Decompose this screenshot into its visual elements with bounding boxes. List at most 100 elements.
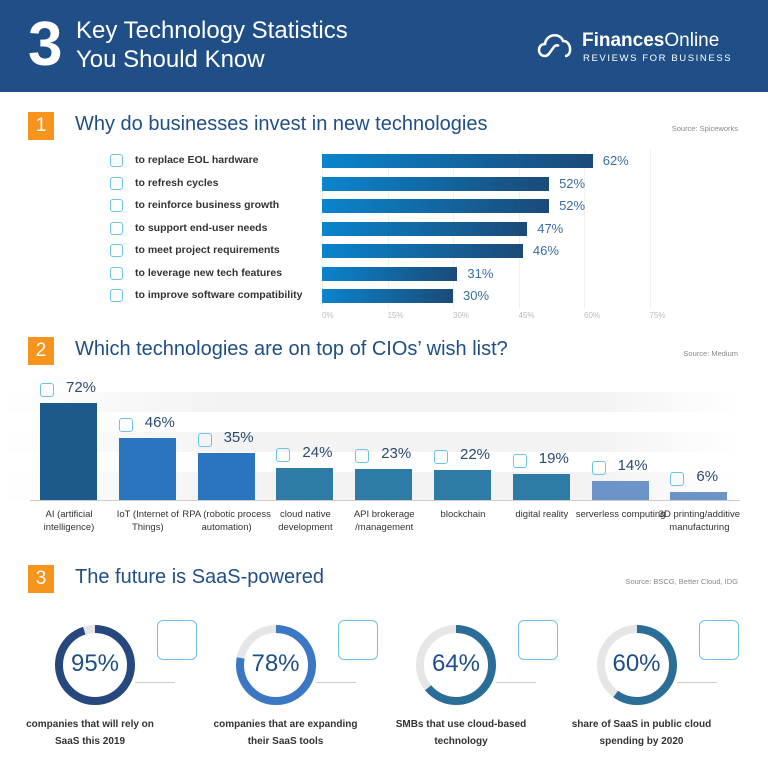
bar-value-label: 35% <box>223 428 254 446</box>
x-tick-label: 60% <box>584 311 601 320</box>
connector-line <box>315 682 356 683</box>
caption-line: spending by 2020 <box>599 736 684 747</box>
connector-line <box>496 682 536 683</box>
bar-category-label: to leverage new tech features <box>135 266 283 279</box>
bar-chart-icon <box>110 199 123 212</box>
section-3-source: Source: BSCG, Better Cloud, IDG <box>625 577 738 586</box>
bar <box>512 474 570 500</box>
bar-category-label: AI (artificial intelligence) <box>43 509 95 533</box>
bar-value-label: 52% <box>559 198 586 213</box>
bar-category-label: RPA (robotic process automation) <box>182 509 271 533</box>
donut-chart <box>596 625 677 705</box>
software-icon <box>110 289 123 302</box>
bar-category-label: to refresh cycles <box>135 176 219 189</box>
bar-value-label: 19% <box>538 450 569 468</box>
bar-value-label: 52% <box>559 175 586 191</box>
bar <box>591 481 649 500</box>
donut-value-label: 64% <box>431 650 481 677</box>
bar-category-label: to reinforce business growth <box>135 199 280 211</box>
iot-device-icon <box>118 417 133 432</box>
cloud-icon <box>276 447 291 462</box>
caption-line: companies that will rely on <box>26 719 154 730</box>
x-tick-label: 45% <box>518 311 535 320</box>
section-1-title: Why do businesses invest in new technolo… <box>75 113 488 135</box>
bar-category-label: 3D printing/additive manufacturing <box>658 509 741 533</box>
caption-line: their SaaS tools <box>247 736 324 747</box>
bar-category-label: to improve software compatibility <box>135 289 303 301</box>
donut-value-label: 60% <box>612 650 661 677</box>
api-icon <box>355 448 370 463</box>
bar <box>322 244 523 258</box>
caption-line: SaaS this 2019 <box>54 736 126 747</box>
section-2-source: Source: Medium <box>683 349 738 358</box>
bar-value-label: 14% <box>617 457 648 475</box>
connector-line <box>676 682 717 683</box>
section-3-title: The future is SaaS-powered <box>75 566 325 588</box>
bar-category-label: to meet project requirements <box>135 244 280 256</box>
donut-caption: SMBs that use cloud-based technology <box>371 716 551 750</box>
donut-chart <box>235 625 316 705</box>
donut-chart <box>416 625 496 705</box>
bar <box>276 467 334 500</box>
page-title: Key Technology Statistics You Should Know <box>76 16 348 74</box>
vr-headset-icon <box>512 454 527 469</box>
section-2-title: Which technologies are on top of CIOs’ w… <box>75 338 508 360</box>
header-banner: 3 Key Technology Statistics You Should Kn… <box>0 0 768 92</box>
bar-category-label: cloud native development <box>278 509 333 533</box>
bar-value-label: 6% <box>696 467 719 485</box>
section-1-number: 1 <box>28 112 54 140</box>
donut-caption: share of SaaS in public cloud spending by… <box>552 716 732 750</box>
3d-printer-icon <box>670 471 685 486</box>
bar-category-label: to support end-user needs <box>135 221 268 234</box>
bar-value-label: 46% <box>532 243 559 258</box>
robot-arm-icon <box>197 432 212 447</box>
baseline <box>30 500 740 501</box>
bar-value-label: 24% <box>302 443 333 461</box>
section-1-source: Source: Spiceworks <box>671 124 738 133</box>
clipboard-icon <box>110 244 123 257</box>
x-tick-label: 75% <box>649 311 666 320</box>
laptop-icon <box>110 266 123 280</box>
bar <box>118 437 176 500</box>
bar-value-label: 22% <box>460 446 491 464</box>
donut-arc <box>596 625 677 705</box>
bar-category-label: digital reality <box>515 509 569 520</box>
caption-line: share of SaaS in public cloud <box>571 719 712 730</box>
brand-light: Online <box>664 30 720 51</box>
brand-tagline: REVIEWS FOR BUSINESS <box>583 53 733 64</box>
caption-line: SMBs that use cloud-based <box>395 719 527 730</box>
bar <box>197 452 255 500</box>
refresh-icon <box>110 176 123 190</box>
bar-value-label: 31% <box>467 265 494 281</box>
brand-name: FinancesOnline <box>582 30 719 52</box>
section-2-number: 2 <box>28 337 54 365</box>
bar <box>670 491 728 500</box>
brand-bold: Finances <box>582 30 665 51</box>
donut-value-label: 95% <box>70 650 120 677</box>
caption-line: companies that are expanding <box>213 719 358 730</box>
data-flow-icon <box>337 620 378 660</box>
background-band <box>0 432 740 452</box>
connector-line <box>135 682 175 683</box>
section-3-number: 3 <box>28 565 54 593</box>
money-growth-icon <box>698 620 739 660</box>
bar-category-label: blockchain <box>440 509 486 520</box>
gridline <box>584 150 585 308</box>
donut-arc <box>416 625 496 705</box>
bar-category-label: to replace EOL hardware <box>135 154 259 166</box>
bar-value-label: 62% <box>602 153 629 168</box>
x-tick-label: 0% <box>322 311 334 320</box>
serverless-icon <box>591 461 606 476</box>
bar <box>434 470 491 500</box>
monitor-icon <box>518 620 558 660</box>
title-line-2: You Should Know <box>76 46 265 73</box>
title-line-1: Key Technology Statistics <box>76 17 348 44</box>
bar-value-label: 30% <box>463 288 490 303</box>
background-band <box>0 392 740 412</box>
bar-value-label: 46% <box>144 413 175 431</box>
donut-value-label: 78% <box>251 650 300 677</box>
donut-caption: companies that are expanding their SaaS t… <box>196 716 376 750</box>
gridline <box>649 150 651 308</box>
bar-value-label: 47% <box>537 220 564 236</box>
donut-chart <box>55 625 135 705</box>
